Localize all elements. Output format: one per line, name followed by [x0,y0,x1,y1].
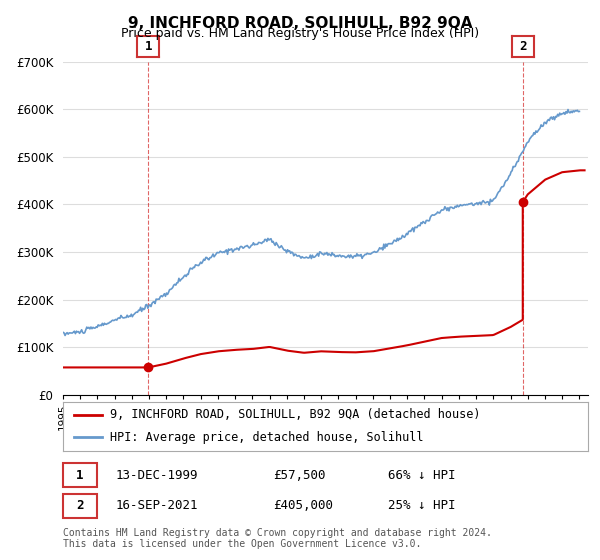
Text: Contains HM Land Registry data © Crown copyright and database right 2024.
This d: Contains HM Land Registry data © Crown c… [63,528,492,549]
Text: 2: 2 [519,40,527,53]
Text: 25% ↓ HPI: 25% ↓ HPI [389,500,456,512]
Bar [63,494,97,517]
Text: 1: 1 [145,40,152,53]
Text: 9, INCHFORD ROAD, SOLIHULL, B92 9QA (detached house): 9, INCHFORD ROAD, SOLIHULL, B92 9QA (det… [110,408,481,421]
Text: £405,000: £405,000 [273,500,333,512]
Text: 66% ↓ HPI: 66% ↓ HPI [389,469,456,482]
Text: 2: 2 [76,500,83,512]
Text: HPI: Average price, detached house, Solihull: HPI: Average price, detached house, Soli… [110,431,424,444]
Text: 16-SEP-2021: 16-SEP-2021 [115,500,198,512]
Text: 1: 1 [76,469,83,482]
Bar [63,464,97,487]
Text: 13-DEC-1999: 13-DEC-1999 [115,469,198,482]
Text: 9, INCHFORD ROAD, SOLIHULL, B92 9QA: 9, INCHFORD ROAD, SOLIHULL, B92 9QA [128,16,472,31]
Text: £57,500: £57,500 [273,469,325,482]
Text: Price paid vs. HM Land Registry's House Price Index (HPI): Price paid vs. HM Land Registry's House … [121,27,479,40]
